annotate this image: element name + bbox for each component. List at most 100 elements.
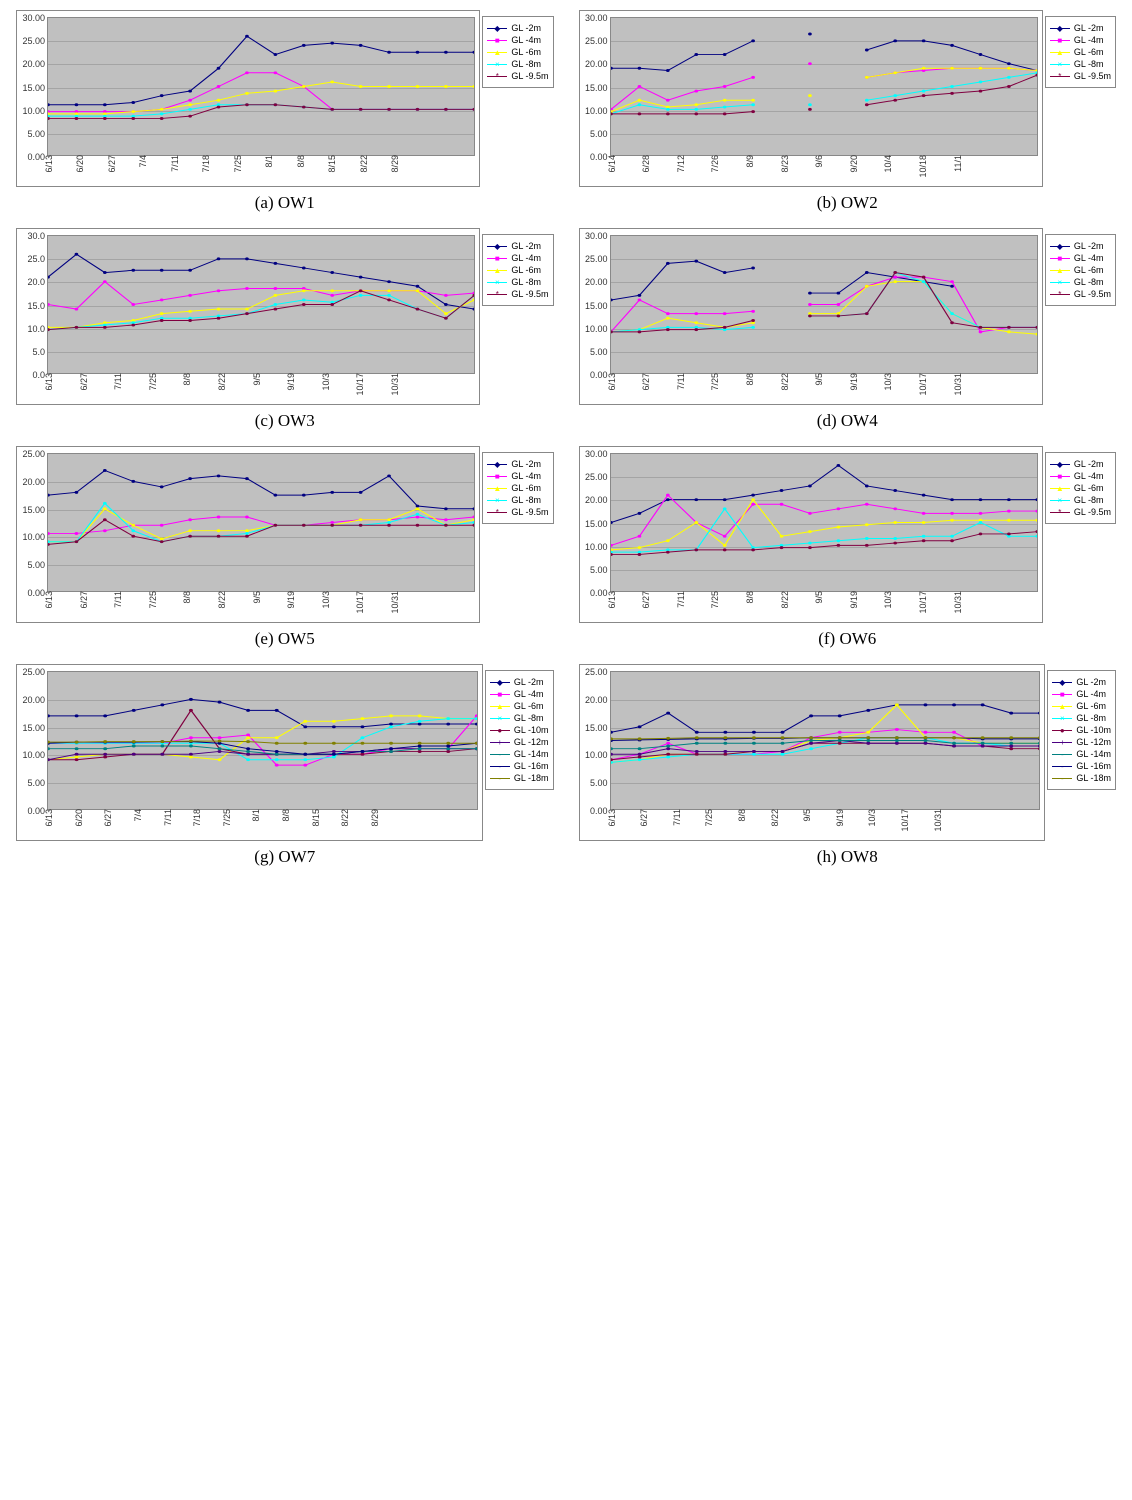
series-marker	[894, 728, 898, 731]
series-marker	[75, 308, 79, 311]
series-marker	[444, 524, 448, 527]
series-marker	[894, 742, 898, 745]
x-tick: 9/20	[849, 155, 859, 173]
series-marker	[416, 308, 420, 311]
legend-item: ◆GL -2m	[1050, 459, 1111, 469]
x-tick: 10/3	[883, 373, 893, 391]
series-marker	[416, 51, 420, 54]
series-marker	[694, 328, 698, 331]
legend-item: ▲GL -6m	[487, 265, 548, 275]
series-marker	[218, 740, 222, 743]
chart-ow4: 0.005.0010.0015.0020.0025.0030.006/136/2…	[579, 228, 1117, 431]
caption-ow8: (h) OW8	[817, 847, 878, 867]
legend-label: GL -2m	[1076, 677, 1106, 687]
series-marker	[893, 276, 897, 279]
series-marker	[131, 529, 135, 532]
series-marker	[864, 271, 868, 274]
series-marker	[103, 502, 107, 505]
series-marker	[330, 80, 334, 83]
x-tick: 6/28	[641, 155, 651, 173]
series-marker	[75, 103, 79, 106]
series-marker	[665, 317, 669, 320]
series-marker	[245, 308, 249, 311]
series-marker	[103, 103, 107, 106]
legend-item: ×GL -8m	[1052, 713, 1111, 723]
series-marker	[751, 310, 755, 313]
series-marker	[472, 308, 474, 311]
series-marker	[637, 725, 641, 728]
series-marker	[866, 739, 870, 742]
series-marker	[808, 484, 812, 487]
x-tick: 7/25	[710, 591, 720, 609]
series-marker	[302, 85, 306, 88]
series-line	[48, 254, 474, 309]
series-marker	[978, 80, 982, 83]
series-marker	[103, 507, 107, 510]
series-marker	[103, 271, 107, 274]
legend-item: ◆GL -2m	[1052, 677, 1111, 687]
series-marker	[665, 494, 669, 497]
y-tick: 15.00	[585, 723, 611, 733]
y-tick: 10.00	[22, 532, 48, 542]
caption-ow2: (b) OW2	[817, 193, 878, 213]
series-marker	[637, 553, 641, 556]
x-tick: 8/8	[182, 591, 192, 604]
series-marker	[694, 103, 698, 106]
plot-area: 0.005.0010.0015.0020.0025.0030.006/136/2…	[610, 235, 1038, 374]
x-tick: 10/31	[390, 591, 400, 614]
series-marker	[275, 753, 279, 756]
legend-label: GL -16m	[1076, 761, 1111, 771]
series-marker	[418, 720, 422, 723]
series-marker	[1009, 745, 1013, 748]
series-marker	[359, 294, 363, 297]
series-marker	[921, 90, 925, 93]
chart-canvas-ow8: 0.005.0010.0015.0020.0025.006/136/277/11…	[579, 664, 1046, 841]
legend-label: GL -8m	[1074, 59, 1104, 69]
series-marker	[389, 723, 393, 726]
series-marker	[611, 753, 613, 756]
x-tick: 8/8	[745, 591, 755, 604]
series-marker	[416, 516, 420, 519]
series-line	[611, 730, 1040, 760]
chart-ow2: 0.005.0010.0015.0020.0025.0030.006/146/2…	[579, 10, 1117, 213]
series-marker	[217, 85, 221, 88]
legend-item: ◆GL -2m	[487, 23, 548, 33]
series-marker	[189, 709, 193, 712]
series-marker	[893, 39, 897, 42]
series-marker	[75, 753, 79, 756]
series-marker	[637, 103, 641, 106]
x-tick: 9/5	[814, 591, 824, 604]
y-tick: 25.00	[22, 36, 48, 46]
series-marker	[416, 85, 420, 88]
series-svg	[48, 454, 474, 591]
legend-item: ×GL -8m	[1050, 495, 1111, 505]
series-line	[611, 75, 1037, 114]
series-marker	[637, 512, 641, 515]
series-marker	[808, 542, 812, 545]
series-marker	[952, 742, 956, 745]
series-marker	[866, 736, 870, 739]
x-tick: 6/13	[607, 809, 617, 827]
series-marker	[665, 112, 669, 115]
series-marker	[189, 740, 193, 743]
series-marker	[75, 758, 79, 761]
series-marker	[359, 524, 363, 527]
series-marker	[332, 725, 336, 728]
x-tick: 9/19	[849, 591, 859, 609]
series-marker	[418, 747, 422, 750]
series-marker	[246, 753, 250, 756]
series-marker	[48, 103, 50, 106]
series-marker	[666, 745, 670, 748]
series-marker	[809, 714, 813, 717]
series-marker	[779, 546, 783, 549]
series-marker	[217, 99, 221, 102]
legend-label: GL -8m	[1074, 277, 1104, 287]
series-marker	[48, 303, 50, 306]
series-marker	[779, 489, 783, 492]
series-marker	[160, 298, 164, 301]
y-tick: 10.00	[585, 542, 611, 552]
series-marker	[360, 753, 364, 756]
series-marker	[132, 740, 136, 743]
legend-label: GL -14m	[514, 749, 549, 759]
x-tick: 9/19	[849, 373, 859, 391]
